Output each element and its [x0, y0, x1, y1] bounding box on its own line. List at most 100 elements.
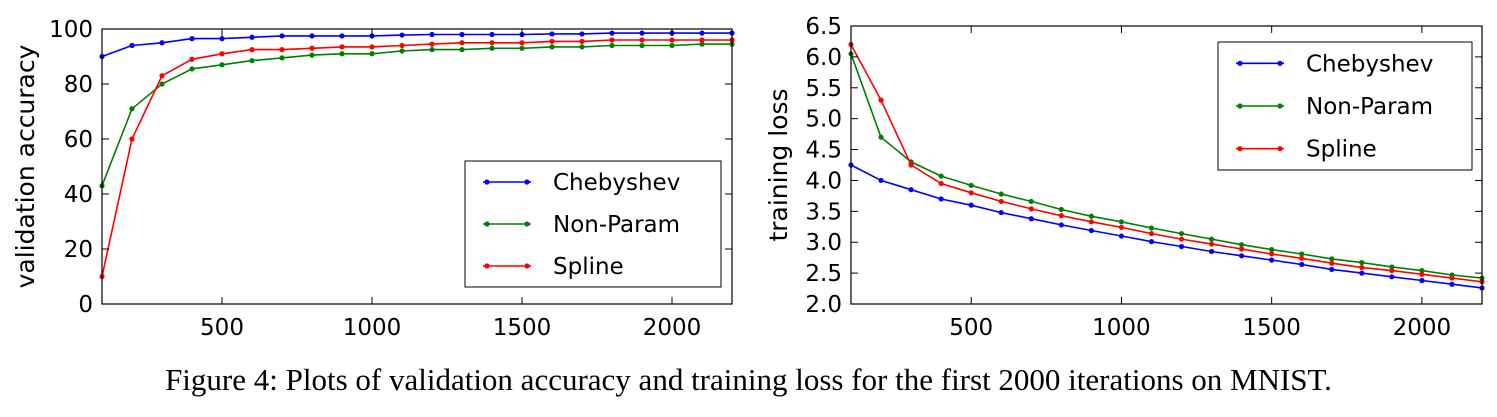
data-point-spline [309, 45, 315, 51]
data-point-spline [249, 47, 255, 53]
data-point-non-param [1269, 247, 1275, 253]
series-line-spline [101, 39, 732, 277]
legend-label-spline: Spline [553, 254, 624, 280]
x-tick-label: 1000 [343, 315, 402, 341]
data-point-spline [159, 73, 165, 79]
data-point-spline [579, 38, 585, 44]
data-point-chebyshev [639, 30, 645, 36]
series-line-chebyshev [850, 164, 1483, 289]
data-point-chebyshev [1329, 266, 1335, 273]
data-point-chebyshev [1058, 222, 1064, 228]
data-point-non-param [1208, 236, 1215, 242]
legend-marker-non-param [1277, 103, 1283, 109]
figure-caption: Figure 4: Plots of validation accuracy a… [165, 362, 1332, 397]
data-point-spline [1028, 206, 1034, 212]
data-point-spline [1449, 275, 1455, 281]
data-point-chebyshev [1208, 248, 1215, 255]
data-point-non-param [159, 81, 165, 87]
data-point-chebyshev [1028, 216, 1034, 222]
x-tick-label: 1000 [1092, 315, 1151, 341]
data-point-spline [489, 40, 495, 46]
data-point-spline [129, 136, 135, 142]
data-point-spline [669, 37, 675, 43]
y-tick-label: 5.0 [805, 107, 842, 133]
legend-marker-chebyshev [484, 179, 490, 185]
data-point-non-param [549, 44, 555, 50]
data-point-chebyshev [189, 36, 195, 42]
legend: Chebyshev Non-Param Spline [464, 160, 722, 288]
data-point-spline [1359, 264, 1365, 271]
data-point-spline [1239, 246, 1245, 252]
legend-label-chebyshev: Chebyshev [553, 170, 680, 196]
data-point-chebyshev [1118, 233, 1125, 239]
data-point-spline [429, 41, 435, 47]
data-point-non-param [579, 44, 585, 50]
y-tick-label: 0 [78, 292, 93, 318]
y-tick-label: 80 [64, 72, 93, 98]
y-tick-label: 3.0 [805, 230, 842, 256]
data-point-non-param [399, 48, 405, 54]
data-point-chebyshev [219, 36, 225, 42]
y-tick-label: 5.5 [805, 76, 842, 102]
data-point-chebyshev [968, 202, 974, 208]
legend-marker-chebyshev [1237, 60, 1243, 66]
y-tick-label: 100 [49, 17, 93, 43]
data-point-chebyshev [159, 40, 165, 46]
data-point-chebyshev [399, 32, 405, 38]
data-point-spline [1329, 260, 1335, 266]
data-point-non-param [1148, 225, 1155, 231]
legend-label-non-param: Non-Param [1306, 94, 1433, 120]
y-axis-label: validation accuracy [11, 44, 40, 288]
data-point-non-param [1389, 264, 1395, 270]
data-point-non-param [189, 66, 195, 72]
data-point-chebyshev [1389, 274, 1395, 280]
data-point-spline [219, 51, 225, 57]
y-tick-label: 4.5 [805, 138, 842, 164]
series-line-non-param [850, 53, 1483, 279]
data-point-non-param [968, 182, 974, 188]
data-point-chebyshev [579, 31, 585, 37]
data-point-non-param [519, 45, 525, 51]
data-point-non-param [1299, 251, 1305, 257]
legend-marker-non-param [484, 221, 490, 227]
data-point-spline [1269, 251, 1275, 257]
x-tick-label: 1500 [1242, 315, 1301, 341]
data-point-spline [279, 47, 285, 53]
data-point-spline [1088, 219, 1094, 225]
data-point-non-param [1118, 219, 1125, 225]
legend-marker-spline [484, 263, 490, 269]
data-point-non-param [1419, 268, 1425, 274]
legend-marker-spline [1237, 146, 1243, 152]
data-point-non-param [369, 51, 375, 57]
data-point-chebyshev [1449, 281, 1455, 287]
data-point-chebyshev [429, 31, 435, 38]
data-point-spline [399, 42, 405, 49]
plot-frame [101, 28, 733, 305]
data-point-non-param [219, 62, 225, 68]
data-point-spline [938, 180, 944, 187]
data-point-spline [639, 37, 645, 43]
x-tick-label: 2000 [1393, 315, 1452, 341]
data-point-spline [459, 40, 465, 46]
chart-2: 500 1000 1500 2000 2.0 2.5 3.0 3.5 4.0 4.5 5.0 5.5 6… [764, 14, 1485, 341]
data-point-spline [189, 56, 195, 62]
data-point-non-param [429, 47, 435, 53]
data-point-spline [369, 44, 375, 50]
data-point-chebyshev [309, 33, 315, 39]
plot-frame [850, 25, 1483, 305]
data-point-non-param [699, 41, 705, 47]
data-point-non-param [998, 191, 1004, 197]
data-point-chebyshev [249, 34, 255, 40]
data-point-non-param [249, 58, 255, 64]
data-point-chebyshev [878, 177, 884, 184]
data-point-chebyshev [279, 33, 285, 39]
data-point-chebyshev [1299, 261, 1305, 268]
data-point-non-param [1329, 256, 1335, 262]
x-tick-label: 2000 [643, 315, 702, 341]
y-axis-label: training loss [764, 88, 793, 241]
y-tick-label: 6.5 [805, 14, 842, 40]
data-point-chebyshev [339, 33, 345, 39]
data-point-spline [1118, 224, 1125, 230]
data-point-chebyshev [1419, 277, 1425, 284]
y-tick-label: 2.0 [805, 292, 842, 318]
